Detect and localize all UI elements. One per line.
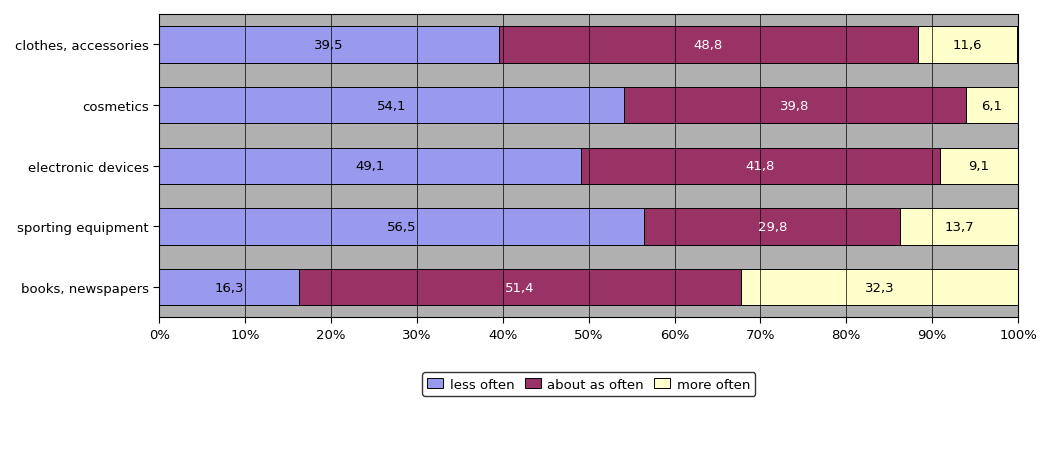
Text: 41,8: 41,8 xyxy=(746,160,775,173)
Bar xyxy=(159,209,645,245)
Bar xyxy=(917,27,1017,63)
Text: 9,1: 9,1 xyxy=(969,160,990,173)
Bar xyxy=(581,148,939,185)
Legend: less often, about as often, more often: less often, about as often, more often xyxy=(422,372,755,396)
Text: 56,5: 56,5 xyxy=(387,220,417,233)
Text: 11,6: 11,6 xyxy=(953,39,983,52)
Bar xyxy=(901,209,1018,245)
Bar xyxy=(624,88,966,124)
Text: 54,1: 54,1 xyxy=(377,100,406,113)
Bar xyxy=(645,209,901,245)
Text: 39,5: 39,5 xyxy=(315,39,344,52)
Text: 51,4: 51,4 xyxy=(505,281,534,294)
Text: 13,7: 13,7 xyxy=(945,220,974,233)
Text: 48,8: 48,8 xyxy=(693,39,723,52)
Text: 32,3: 32,3 xyxy=(865,281,894,294)
Bar xyxy=(159,88,624,124)
Text: 39,8: 39,8 xyxy=(781,100,809,113)
Bar xyxy=(159,148,581,185)
Bar xyxy=(159,269,299,306)
Text: 16,3: 16,3 xyxy=(215,281,244,294)
Text: 29,8: 29,8 xyxy=(757,220,787,233)
Bar xyxy=(741,269,1018,306)
Bar xyxy=(939,148,1018,185)
Bar xyxy=(499,27,917,63)
Text: 6,1: 6,1 xyxy=(982,100,1003,113)
Bar xyxy=(299,269,741,306)
Bar xyxy=(159,27,499,63)
Bar xyxy=(966,88,1018,124)
Text: 49,1: 49,1 xyxy=(356,160,385,173)
